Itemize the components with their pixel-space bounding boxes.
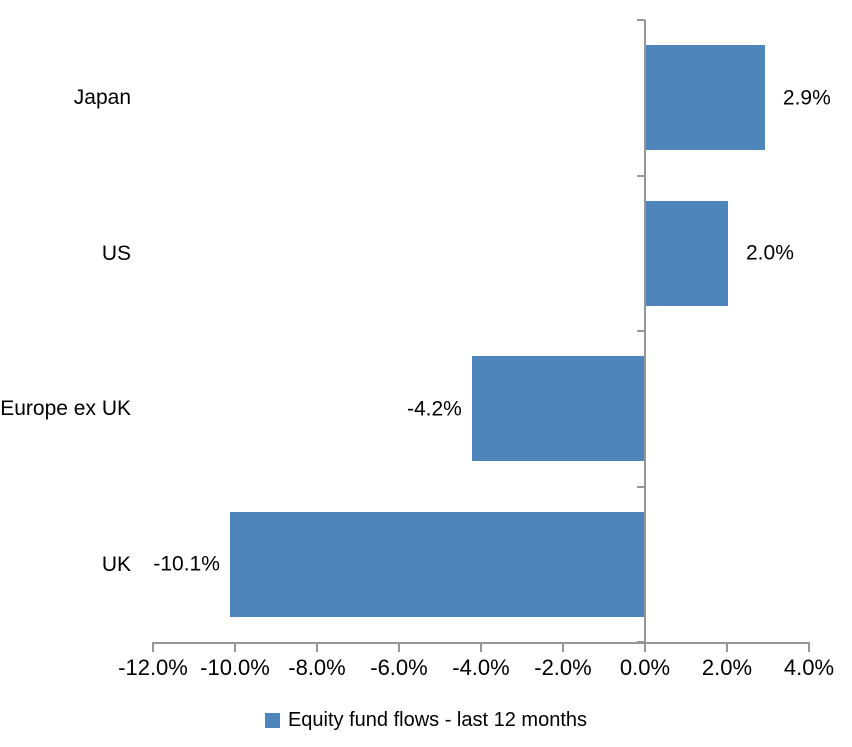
y-axis-tick (637, 174, 645, 177)
x-tick-label: -6.0% (370, 655, 428, 680)
x-axis-tick (480, 642, 482, 652)
bar (646, 200, 728, 306)
y-axis-line (644, 20, 646, 652)
y-axis-tick (637, 19, 645, 21)
bar (471, 356, 644, 462)
x-axis-tick (152, 642, 154, 652)
value-label: -4.2% (406, 397, 462, 421)
y-axis-tick (637, 330, 645, 332)
value-label: 2.9% (782, 86, 831, 110)
x-axis-tick (726, 642, 728, 652)
x-tick-label: 2.0% (701, 655, 753, 680)
y-axis-tick (637, 641, 645, 643)
category-label: Japan (73, 86, 131, 110)
x-axis-tick (562, 642, 564, 652)
category-label: Europe ex UK (0, 397, 131, 421)
x-axis-tick (234, 642, 236, 652)
x-axis-tick (316, 642, 318, 652)
value-label: -10.1% (153, 552, 220, 576)
legend-swatch-icon (264, 712, 280, 728)
category-label: US (101, 241, 131, 265)
x-tick-label: -4.0% (452, 655, 510, 680)
category-label: UK (101, 552, 131, 576)
x-tick-label: -8.0% (288, 655, 346, 680)
x-axis-tick (644, 642, 646, 652)
x-tick-label: -2.0% (534, 655, 592, 680)
y-axis-tick (637, 485, 645, 488)
x-tick-label: -10.0% (200, 655, 270, 680)
bar (646, 45, 765, 151)
x-axis-tick (398, 642, 400, 652)
legend-label: Equity fund flows - last 12 months (287, 709, 588, 731)
legend: Equity fund flows - last 12 months (0, 704, 852, 736)
x-tick-label: 4.0% (783, 655, 835, 680)
x-tick-label: 0.0% (619, 655, 671, 680)
value-label: 2.0% (746, 241, 794, 265)
x-axis-tick (808, 642, 810, 652)
x-tick-label: -12.0% (118, 655, 188, 680)
bar (229, 511, 644, 617)
